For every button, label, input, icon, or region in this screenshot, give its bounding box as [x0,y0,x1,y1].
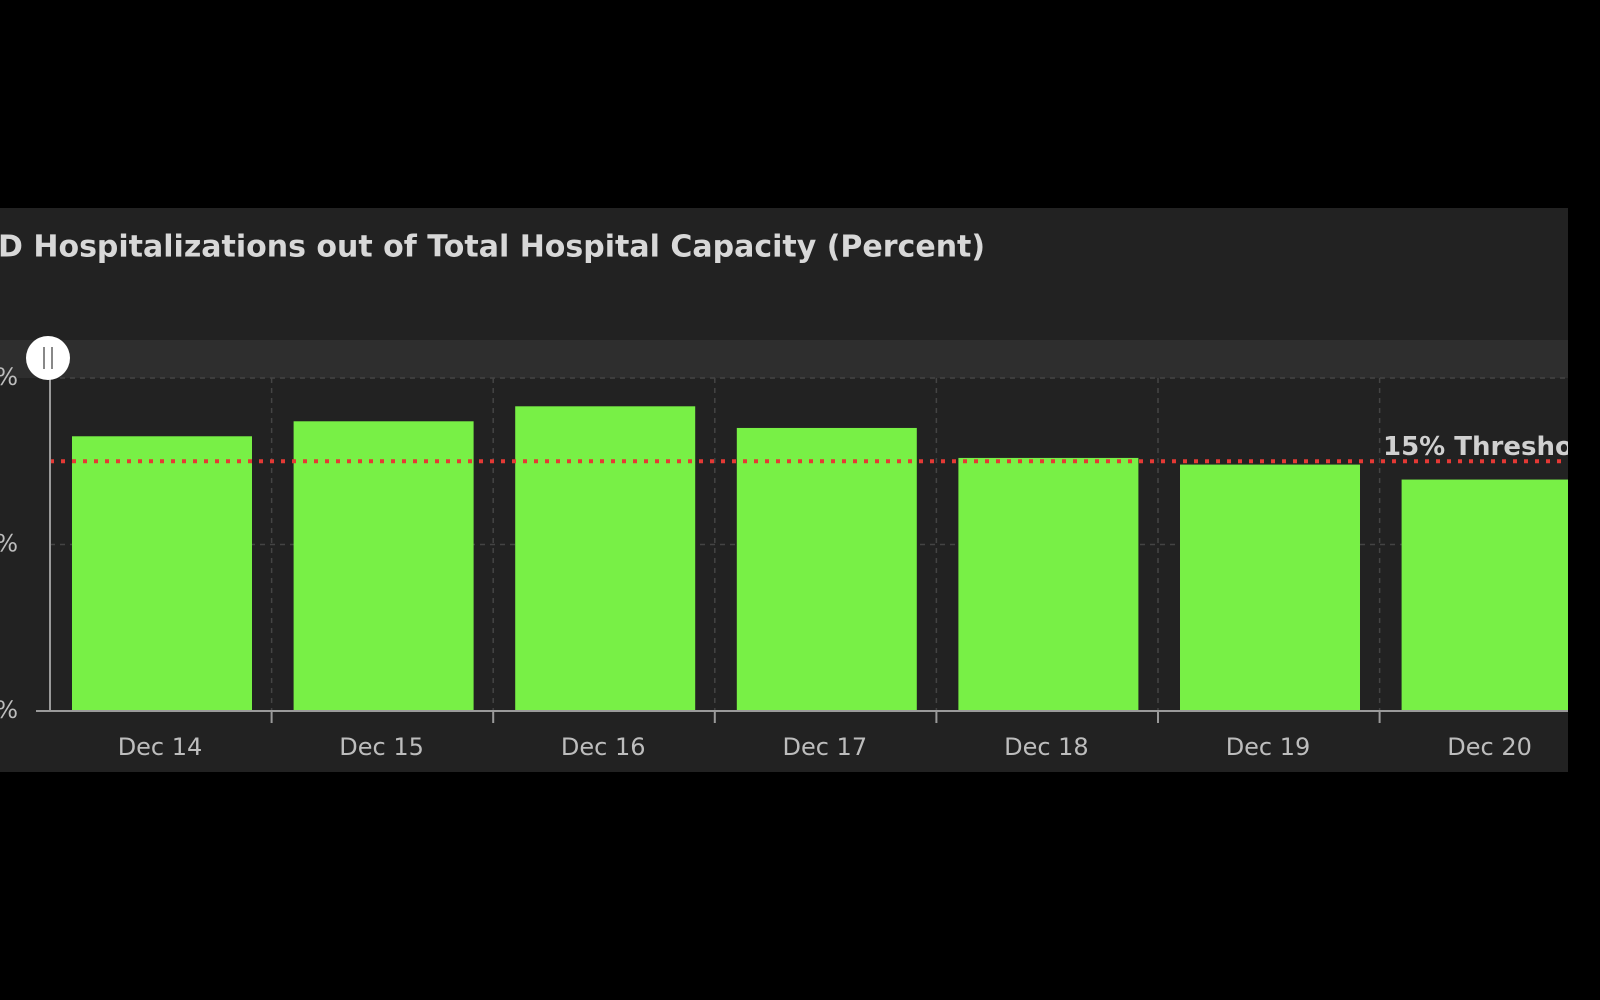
x-tick-label: Dec 16 [561,733,646,761]
right-margin [1568,0,1600,1000]
y-tick-label: 10% [0,530,18,558]
x-tick-label: Dec 18 [1004,733,1089,761]
x-tick-label: Dec 19 [1226,733,1311,761]
y-tick-label: 20% [0,363,18,391]
bar [958,457,1139,711]
bar [293,421,474,711]
x-tick-label: Dec 20 [1447,733,1532,761]
scroll-handle[interactable] [26,336,70,380]
x-tick-label: Dec 14 [118,733,203,761]
bar [1401,479,1582,711]
bar [515,406,696,711]
threshold-label: 15% Threshold [1383,432,1600,462]
plot [50,377,1582,712]
y-tick-label: 0% [0,696,18,724]
bar [72,436,252,711]
x-tick-label: Dec 15 [339,733,424,761]
x-tick-label: Dec 17 [782,733,867,761]
bar [1180,464,1360,711]
chart-title: D Hospitalizations out of Total Hospital… [0,230,985,265]
bar [736,427,917,711]
scroll-track [0,340,1568,378]
